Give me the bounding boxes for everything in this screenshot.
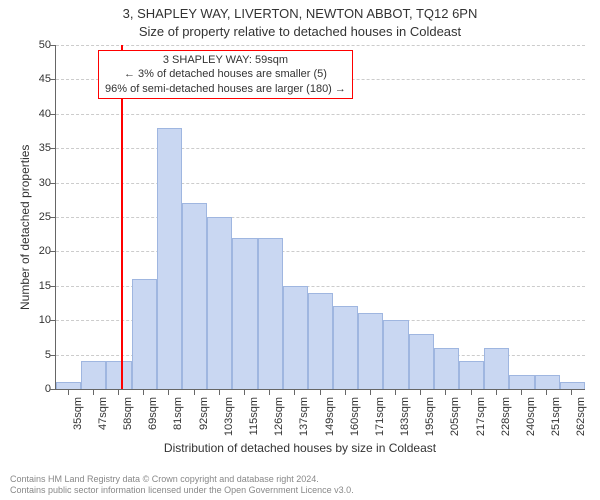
annotation-line: ← 3% of detached houses are smaller (5) xyxy=(105,67,346,81)
x-tick-mark xyxy=(320,390,321,395)
y-tick-label: 40 xyxy=(11,108,51,120)
x-tick-mark xyxy=(471,390,472,395)
y-tick-label: 0 xyxy=(11,383,51,395)
x-tick-mark xyxy=(269,390,270,395)
footer-line-1: Contains HM Land Registry data © Crown c… xyxy=(10,474,354,485)
x-tick-mark xyxy=(93,390,94,395)
x-tick-mark xyxy=(118,390,119,395)
x-tick-mark xyxy=(219,390,220,395)
x-tick-mark xyxy=(496,390,497,395)
x-tick-mark xyxy=(445,390,446,395)
x-tick-mark xyxy=(571,390,572,395)
annotation-line: 3 SHAPLEY WAY: 59sqm xyxy=(105,53,346,67)
title-line-2: Size of property relative to detached ho… xyxy=(0,24,600,39)
y-tick-label: 20 xyxy=(11,245,51,257)
x-tick-mark xyxy=(68,390,69,395)
y-tick-label: 10 xyxy=(11,314,51,326)
x-axis-label: Distribution of detached houses by size … xyxy=(0,441,600,455)
x-tick-mark xyxy=(370,390,371,395)
y-tick-label: 25 xyxy=(11,211,51,223)
x-tick-mark xyxy=(521,390,522,395)
x-tick-mark xyxy=(395,390,396,395)
footer-line-2: Contains public sector information licen… xyxy=(10,485,354,496)
x-tick-mark xyxy=(546,390,547,395)
x-tick-mark xyxy=(294,390,295,395)
annotation-box: 3 SHAPLEY WAY: 59sqm← 3% of detached hou… xyxy=(98,50,353,99)
annotation-line: 96% of semi-detached houses are larger (… xyxy=(105,82,346,96)
title-line-1: 3, SHAPLEY WAY, LIVERTON, NEWTON ABBOT, … xyxy=(0,6,600,21)
x-tick-mark xyxy=(345,390,346,395)
footer-attribution: Contains HM Land Registry data © Crown c… xyxy=(10,474,354,497)
plot-area: 3 SHAPLEY WAY: 59sqm← 3% of detached hou… xyxy=(55,45,585,390)
x-tick-mark xyxy=(168,390,169,395)
x-tick-mark xyxy=(244,390,245,395)
x-tick-mark xyxy=(420,390,421,395)
y-tick-label: 35 xyxy=(11,142,51,154)
y-tick-label: 45 xyxy=(11,73,51,85)
chart-container: 3, SHAPLEY WAY, LIVERTON, NEWTON ABBOT, … xyxy=(0,0,600,500)
x-tick-mark xyxy=(143,390,144,395)
x-tick-mark xyxy=(194,390,195,395)
y-tick-label: 50 xyxy=(11,39,51,51)
y-tick-label: 30 xyxy=(11,177,51,189)
y-tick-label: 5 xyxy=(11,349,51,361)
y-tick-label: 15 xyxy=(11,280,51,292)
